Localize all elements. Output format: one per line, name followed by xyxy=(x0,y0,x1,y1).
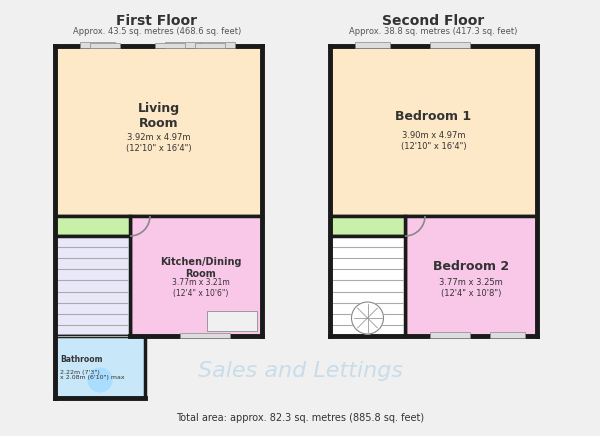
Bar xyxy=(55,336,145,398)
Bar xyxy=(55,46,262,216)
Bar xyxy=(55,236,130,336)
Circle shape xyxy=(88,368,112,392)
Text: Second Floor: Second Floor xyxy=(382,14,484,28)
Circle shape xyxy=(352,302,383,334)
Text: 3.90m x 4.97m
(12'10" x 16'4"): 3.90m x 4.97m (12'10" x 16'4") xyxy=(401,131,466,151)
Bar xyxy=(330,216,405,236)
Text: 3.92m x 4.97m
(12'10" x 16'4"): 3.92m x 4.97m (12'10" x 16'4") xyxy=(125,133,191,153)
Bar xyxy=(430,332,470,338)
Bar xyxy=(430,42,470,48)
Text: First Floor: First Floor xyxy=(116,14,197,28)
Bar xyxy=(195,43,225,48)
Text: 3.77m x 3.25m
(12'4" x 10'8"): 3.77m x 3.25m (12'4" x 10'8") xyxy=(439,278,503,298)
Bar xyxy=(130,216,262,336)
Text: Approx. 38.8 sq. metres (417.3 sq. feet): Approx. 38.8 sq. metres (417.3 sq. feet) xyxy=(349,27,517,37)
Bar xyxy=(155,43,185,48)
Text: Living
Room: Living Room xyxy=(137,102,179,130)
Text: Kitchen/Dining
Room: Kitchen/Dining Room xyxy=(160,257,242,279)
Bar xyxy=(80,42,115,48)
Text: Approx. 43.5 sq. metres (468.6 sq. feet): Approx. 43.5 sq. metres (468.6 sq. feet) xyxy=(73,27,241,37)
Text: Total area: approx. 82.3 sq. metres (885.8 sq. feet): Total area: approx. 82.3 sq. metres (885… xyxy=(176,413,424,423)
Text: 3.77m x 3.21m
(12'4" x 10'6"): 3.77m x 3.21m (12'4" x 10'6") xyxy=(172,278,230,298)
Text: Bedroom 1: Bedroom 1 xyxy=(395,109,472,123)
Text: Sales and Lettings: Sales and Lettings xyxy=(197,361,403,381)
Bar xyxy=(180,333,230,338)
Bar xyxy=(207,311,257,331)
Text: Bedroom 2: Bedroom 2 xyxy=(433,259,509,272)
Bar xyxy=(405,216,537,336)
Text: 2.22m (7'3")
x 2.08m (6'10") max: 2.22m (7'3") x 2.08m (6'10") max xyxy=(60,370,125,380)
Bar xyxy=(90,43,120,48)
Text: Bathroom: Bathroom xyxy=(60,354,103,364)
Bar xyxy=(200,42,235,48)
Bar xyxy=(55,216,130,236)
Bar xyxy=(165,42,200,48)
Bar xyxy=(490,332,525,338)
Bar xyxy=(330,236,405,336)
Bar xyxy=(207,311,257,331)
Bar xyxy=(330,46,537,216)
Bar xyxy=(355,42,390,48)
